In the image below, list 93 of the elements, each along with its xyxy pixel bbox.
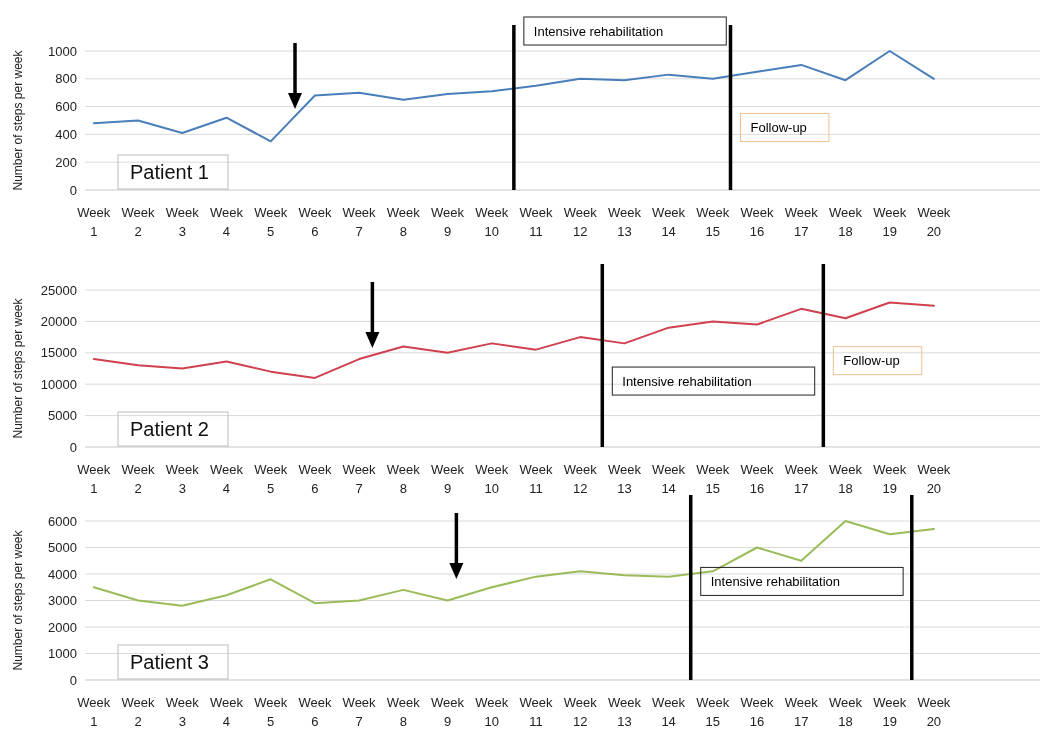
y-tick-label: 5000 <box>48 540 77 556</box>
x-tick-label: Week 11 <box>519 695 553 729</box>
x-tick-label: Week 1 <box>77 462 111 496</box>
x-tick-label: Week 2 <box>121 205 156 239</box>
y-tick-label: 200 <box>55 154 77 170</box>
x-tick-label: Week 7 <box>342 462 377 496</box>
x-tick-label: Week 6 <box>298 695 332 729</box>
x-tick-label: Week 15 <box>696 462 730 496</box>
annotation: Intensive rehabilitation <box>710 573 841 589</box>
x-tick-label: Week 18 <box>828 462 863 496</box>
x-tick-label: Week 13 <box>607 695 642 729</box>
x-tick-label: Week 5 <box>254 462 288 496</box>
y-tick-label: 0 <box>69 182 77 198</box>
x-tick-label: Week 4 <box>209 695 244 729</box>
line-series <box>92 301 935 379</box>
x-tick-label: Week 2 <box>121 462 156 496</box>
x-tick-label: Week 13 <box>607 462 642 496</box>
x-tick-label: Week 19 <box>873 695 907 729</box>
y-axis-title: Number of steps per week <box>11 297 25 439</box>
x-tick-label: Week 14 <box>652 695 686 729</box>
x-tick-label: Week 1 <box>77 695 111 729</box>
x-tick-label: Week 2 <box>121 695 156 729</box>
y-tick-label: 10000 <box>40 376 77 392</box>
x-tick-label: Week 20 <box>917 462 951 496</box>
y-axis-title: Number of steps per week <box>11 49 25 191</box>
y-tick-label: 1000 <box>48 646 77 662</box>
x-tick-label: Week 7 <box>342 205 377 239</box>
x-tick-label: Week 9 <box>431 695 465 729</box>
x-tick-label: Week 6 <box>298 462 332 496</box>
x-tick-label: Week 8 <box>386 205 421 239</box>
y-tick-label: 800 <box>55 71 77 87</box>
x-tick-label: Week 3 <box>165 462 200 496</box>
x-tick-label: Week 19 <box>873 462 907 496</box>
y-tick-label: 25000 <box>40 282 77 298</box>
y-tick-label: 0 <box>69 672 77 688</box>
y-tick-label: 6000 <box>48 513 77 529</box>
annotation: Follow-up <box>750 120 807 135</box>
x-tick-label: Week 16 <box>740 205 775 239</box>
y-axis-title: Number of steps per week <box>11 529 25 671</box>
x-tick-label: Week 12 <box>563 695 598 729</box>
text: Patient 1 <box>130 161 209 183</box>
y-tick-label: 600 <box>55 99 77 115</box>
x-tick-label: Week 8 <box>386 695 421 729</box>
x-tick-label: Week 7 <box>342 695 377 729</box>
x-tick-label: Week 14 <box>652 462 686 496</box>
line-series <box>92 50 935 143</box>
x-tick-label: Week 20 <box>917 205 951 239</box>
y-tick-label: 1000 <box>48 43 77 59</box>
text: Patient 3 <box>130 651 209 673</box>
x-tick-label: Week 18 <box>828 695 863 729</box>
y-tick-label: 20000 <box>40 313 77 329</box>
x-tick-label: Week 10 <box>475 695 509 729</box>
text: Patient 2 <box>130 418 209 440</box>
x-tick-label: Week 14 <box>652 205 686 239</box>
y-tick-label: 5000 <box>48 408 77 424</box>
x-tick-label: Week 17 <box>784 205 819 239</box>
x-tick-label: Week 3 <box>165 695 200 729</box>
annotation: Follow-up <box>843 353 900 369</box>
y-tick-label: 3000 <box>48 593 77 609</box>
x-tick-label: Week 8 <box>386 462 421 496</box>
x-tick-label: Week 16 <box>740 695 775 729</box>
x-tick-label: Week 19 <box>873 205 907 239</box>
y-tick-label: 400 <box>55 126 77 142</box>
x-tick-label: Week 11 <box>519 462 553 496</box>
x-tick-label: Week 17 <box>784 462 819 496</box>
x-tick-label: Week 11 <box>519 205 553 239</box>
text: Intensive rehabilitation <box>533 23 664 39</box>
x-tick-label: Week 4 <box>209 205 244 239</box>
x-tick-label: Week 5 <box>254 695 288 729</box>
y-tick-label: 0 <box>69 439 77 455</box>
x-tick-label: Week 5 <box>254 205 288 239</box>
x-tick-label: Week 15 <box>696 205 730 239</box>
x-tick-label: Week 12 <box>563 462 598 496</box>
x-tick-label: Week 6 <box>298 205 332 239</box>
x-tick-label: Week 15 <box>696 695 730 729</box>
x-tick-label: Week 18 <box>828 205 863 239</box>
y-tick-label: 4000 <box>48 566 77 582</box>
x-tick-label: Week 9 <box>431 205 465 239</box>
y-tick-label: 15000 <box>40 345 77 361</box>
x-tick-label: Week 16 <box>740 462 775 496</box>
x-tick-label: Week 3 <box>165 205 200 239</box>
x-tick-label: Week 4 <box>209 462 244 496</box>
x-tick-label: Week 10 <box>475 205 509 239</box>
line-series <box>92 520 935 607</box>
x-tick-label: Week 10 <box>475 462 509 496</box>
x-tick-label: Week 13 <box>607 205 642 239</box>
x-tick-label: Week 20 <box>917 695 951 729</box>
x-tick-label: Week 9 <box>431 462 465 496</box>
y-tick-label: 2000 <box>48 619 77 635</box>
x-tick-label: Week 1 <box>77 205 111 239</box>
x-tick-label: Week 17 <box>784 695 819 729</box>
x-tick-label: Week 12 <box>563 205 598 239</box>
annotation: Intensive rehabilitation <box>622 373 752 389</box>
